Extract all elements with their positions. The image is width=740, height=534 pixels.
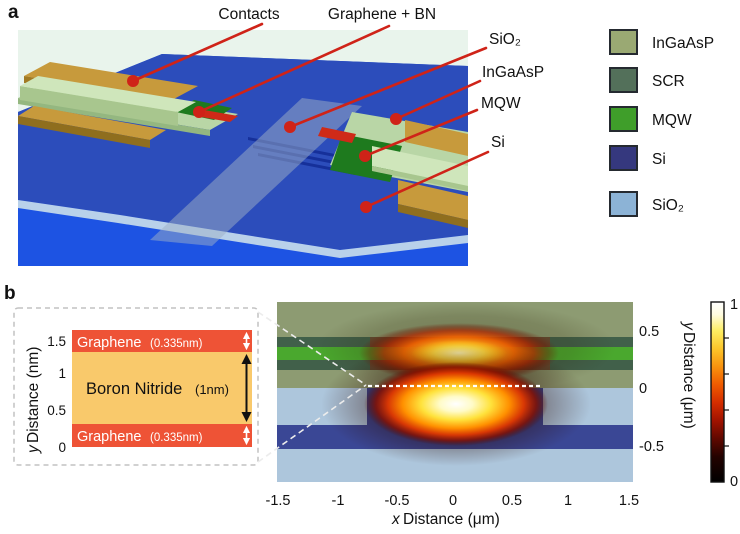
- back-gold-contact-right: [405, 120, 468, 156]
- inset-y-axis-label: y Distance (nm): [25, 347, 42, 454]
- xtick-0p5: 0.5: [502, 493, 522, 509]
- graphene-bottom-layer: [72, 424, 252, 447]
- bn-thickness: (1nm): [195, 382, 229, 397]
- legend-label-ingaasp: InGaAsP: [652, 35, 714, 52]
- legend-swatch-sio2: [609, 191, 638, 217]
- legend-label-sio2: SiO₂: [652, 197, 684, 214]
- xtick-1: 1: [564, 493, 572, 509]
- mesa-ridge-face: [20, 86, 178, 126]
- label-graphene-bn: Graphene + BN: [328, 6, 436, 23]
- panel-a-3d-scene: [18, 22, 490, 266]
- graphene-bottom-thickness: (0.335nm): [150, 432, 203, 444]
- inset-ytick-0p5: 0.5: [47, 403, 66, 418]
- x-axis-label: x Distance (μm): [391, 511, 500, 528]
- graphene-sheet: [196, 110, 238, 122]
- front-gold-contact-right: [398, 180, 468, 220]
- legend-swatch-ingaasp: [609, 29, 638, 55]
- dot-si: [360, 201, 372, 213]
- front-gold-contact-right-face: [398, 204, 468, 228]
- inset-ytick-1: 1: [58, 366, 66, 381]
- xlabel-var: x: [391, 511, 401, 528]
- y-axis-label: y Distance (μm): [680, 321, 697, 429]
- boron-nitride-layer: [72, 352, 252, 424]
- callout-leaders: [131, 22, 490, 209]
- legend-swatch-scr: [609, 67, 638, 93]
- graphene-top-label: Graphene: [77, 335, 142, 351]
- inset-ylabel-rest: Distance (nm): [25, 347, 42, 443]
- mesa-ridge-right-face: [372, 166, 468, 191]
- label-si: Si: [491, 134, 505, 151]
- front-gold-contact: [18, 106, 166, 140]
- legend-label-si: Si: [652, 151, 666, 168]
- xtick-0: 0: [449, 493, 457, 509]
- mode-lobe-si: [364, 362, 548, 446]
- front-gold-contact-face: [18, 116, 150, 148]
- graphene-top-thickness: (0.335nm): [150, 338, 203, 350]
- leader-contacts: [131, 22, 264, 83]
- dot-sio2: [284, 121, 296, 133]
- inset-connector-bottom: [257, 384, 367, 463]
- label-sio2: SiO₂: [489, 31, 521, 48]
- legend-swatch-si: [609, 145, 638, 171]
- ylabel-rest: Distance (μm): [680, 332, 697, 429]
- colorbar-min-label: 0: [730, 474, 738, 490]
- leader-mqw: [363, 108, 479, 158]
- mode-heatmap: -1.5 -1 -0.5 0 0.5 1 1.5 x Distance (μm)…: [257, 297, 738, 528]
- xtick-m1p5: -1.5: [266, 493, 291, 509]
- xtick-m1: -1: [332, 493, 345, 509]
- cross-section-cut-plane: [150, 98, 362, 246]
- leader-ingaasp: [394, 79, 482, 121]
- dot-ingaasp: [390, 113, 402, 125]
- back-gold-contact: [24, 62, 198, 100]
- colorbar: 1 0: [710, 297, 738, 490]
- label-contacts: Contacts: [218, 6, 279, 23]
- leader-si: [364, 150, 490, 209]
- colorbar-gradient: [710, 301, 725, 483]
- bn-label: Boron Nitride: [86, 380, 182, 398]
- dot-mqw: [359, 150, 371, 162]
- xtick-m0p5: -0.5: [385, 493, 410, 509]
- inset-ytick-1p5: 1.5: [47, 334, 66, 349]
- legend-swatch-mqw: [609, 106, 638, 132]
- mesa-ridge-right: [372, 146, 468, 186]
- leader-sio2: [288, 46, 488, 129]
- graphene-bottom-label: Graphene: [77, 429, 142, 445]
- ytick-m0p5: -0.5: [639, 439, 664, 455]
- ylabel-var: y: [680, 321, 697, 331]
- ytick-0p5: 0.5: [639, 324, 659, 340]
- label-mqw: MQW: [481, 95, 521, 112]
- inset-connector-top: [257, 311, 367, 386]
- label-ingaasp: InGaAsP: [482, 64, 544, 81]
- materials-legend: InGaAsP SCR MQW Si SiO₂: [609, 29, 714, 217]
- inset-ylabel-var: y: [25, 444, 42, 454]
- panel-b-letter: b: [4, 283, 16, 304]
- xtick-1p5: 1.5: [619, 493, 639, 509]
- legend-label-scr: SCR: [652, 73, 685, 90]
- xlabel-rest: Distance (μm): [403, 511, 500, 528]
- callout-dots: [127, 75, 402, 213]
- legend-label-mqw: MQW: [652, 112, 692, 129]
- dot-graphene-bn: [193, 106, 205, 118]
- mesa-ridge-top: [20, 76, 196, 112]
- inset-ytick-0: 0: [58, 440, 66, 455]
- panel-a-letter: a: [8, 2, 19, 23]
- colorbar-max-label: 1: [730, 297, 738, 313]
- leader-graphene-bn: [197, 24, 391, 114]
- ytick-0: 0: [639, 381, 647, 397]
- graphene-sheet-right: [318, 127, 356, 143]
- capacitor-inset: Graphene (0.335nm) Boron Nitride (1nm) G…: [13, 307, 259, 466]
- graphene-top-layer: [72, 330, 252, 352]
- dot-contacts: [127, 75, 139, 87]
